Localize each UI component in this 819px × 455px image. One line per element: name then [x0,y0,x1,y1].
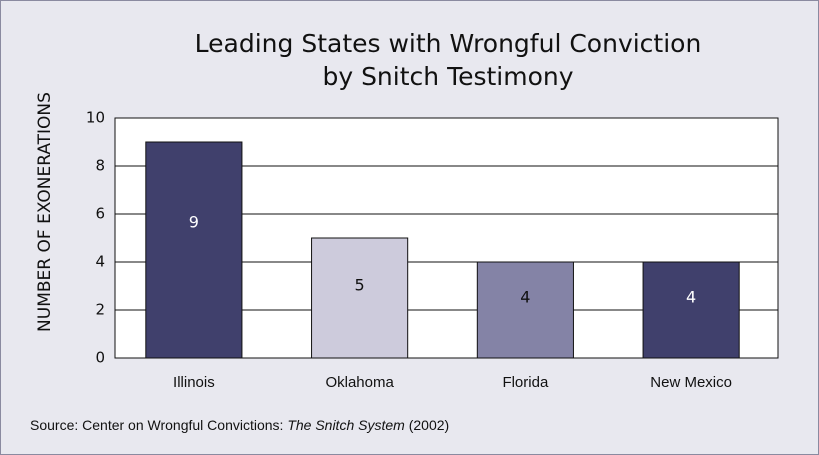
chart-title: Leading States with Wrongful Conviction [195,29,702,58]
x-tick-label: New Mexico [650,374,732,391]
y-axis-label: NUMBER OF EXONERATIONS [35,92,55,332]
chart-title: by Snitch Testimony [322,62,573,91]
x-tick-label: Oklahoma [325,374,394,391]
source-text: The Snitch System [287,417,405,433]
x-tick-label: Illinois [173,374,215,391]
bar [476,261,574,359]
y-tick-label: 8 [95,157,105,175]
y-tick-label: 6 [95,205,105,223]
data-label: 4 [520,288,530,307]
data-label: 5 [355,276,365,295]
y-tick-label: 0 [95,349,105,367]
y-tick-label: 10 [86,109,105,127]
y-tick-label: 2 [95,301,105,319]
y-tick-label: 4 [95,253,105,271]
bar [145,141,243,359]
bar [311,237,409,359]
bar [642,261,740,359]
source-text: Source: Center on Wrongful Convictions: [30,417,283,433]
data-label: 4 [686,288,696,307]
source-text: (2002) [409,417,449,433]
data-label: 9 [189,213,199,232]
source: Source: Center on Wrongful Convictions: … [30,417,449,433]
x-tick-label: Florida [502,374,549,391]
